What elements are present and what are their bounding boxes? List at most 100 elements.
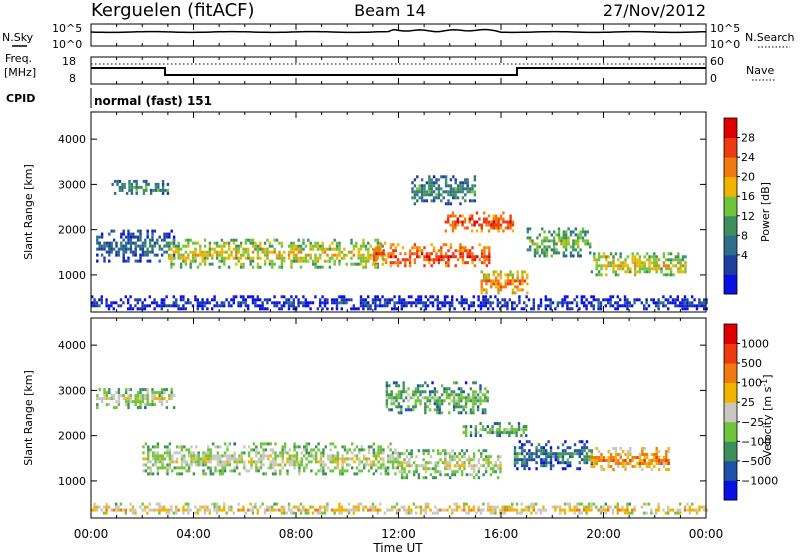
echo-cell xyxy=(633,273,637,277)
echo-cell xyxy=(565,233,568,237)
echo-cell xyxy=(157,182,160,186)
echo-cell xyxy=(533,452,536,456)
echo-cell xyxy=(335,256,339,260)
echo-cell xyxy=(466,181,469,185)
echo-cell xyxy=(688,505,691,509)
echo-cell xyxy=(148,502,151,506)
echo-cell xyxy=(129,397,133,401)
echo-cell xyxy=(153,301,156,305)
echo-cell xyxy=(576,452,579,456)
echo-cell xyxy=(93,508,96,512)
power-colorbar-tick: 16 xyxy=(741,190,755,203)
echo-cell xyxy=(516,452,519,456)
echo-cell xyxy=(411,181,414,185)
echo-cell xyxy=(614,459,618,462)
echo-cell xyxy=(364,247,368,251)
echo-cell xyxy=(633,267,637,271)
echo-cell xyxy=(545,464,548,468)
echo-cell xyxy=(684,270,687,274)
echo-cell xyxy=(215,304,219,308)
echo-cell xyxy=(203,253,207,257)
echo-cell xyxy=(585,440,589,444)
echo-cell xyxy=(315,451,318,455)
echo-cell xyxy=(375,255,378,259)
echo-cell xyxy=(151,445,155,449)
echo-cell xyxy=(141,250,145,254)
echo-cell xyxy=(110,394,113,398)
echo-cell xyxy=(143,304,147,308)
echo-cell xyxy=(525,425,528,429)
echo-cell xyxy=(151,472,155,476)
echo-cell xyxy=(251,259,255,263)
power-y-label: Slant Range [km] xyxy=(22,164,35,260)
echo-cell xyxy=(579,248,582,252)
echo-cell xyxy=(259,463,263,467)
echo-cell xyxy=(514,291,517,295)
echo-cell xyxy=(457,396,461,400)
echo-cell xyxy=(492,282,495,286)
echo-cell xyxy=(251,508,255,512)
echo-cell xyxy=(232,256,236,260)
echo-cell xyxy=(525,508,528,512)
echo-cell xyxy=(404,390,408,394)
echo-cell xyxy=(600,264,603,268)
echo-cell xyxy=(638,267,642,271)
echo-cell xyxy=(419,505,423,509)
echo-cell xyxy=(626,301,629,305)
echo-cell xyxy=(311,301,315,305)
echo-cell xyxy=(667,450,670,453)
echo-cell xyxy=(566,301,569,305)
echo-cell xyxy=(703,508,706,512)
echo-cell xyxy=(100,295,103,299)
echo-cell xyxy=(105,403,109,407)
echo-cell xyxy=(614,462,618,465)
echo-cell xyxy=(329,448,332,452)
echo-cell xyxy=(237,256,240,260)
echo-cell xyxy=(171,469,174,473)
echo-cell xyxy=(290,250,293,254)
echo-cell xyxy=(471,223,474,227)
echo-cell xyxy=(484,399,487,403)
echo-cell xyxy=(662,252,666,256)
echo-cell xyxy=(493,422,497,426)
echo-cell xyxy=(329,442,332,446)
echo-cell xyxy=(154,460,157,464)
echo-cell xyxy=(669,273,673,277)
echo-cell xyxy=(283,442,287,446)
echo-cell xyxy=(665,264,668,268)
echo-cell xyxy=(242,301,245,305)
echo-cell xyxy=(395,393,398,397)
echo-cell xyxy=(178,451,181,455)
echo-cell xyxy=(239,241,243,245)
echo-cell xyxy=(389,448,392,452)
echo-cell xyxy=(322,448,325,452)
echo-cell xyxy=(247,247,250,251)
echo-cell xyxy=(638,298,641,302)
echo-cell xyxy=(420,184,424,188)
echo-cell xyxy=(218,508,221,512)
echo-cell xyxy=(245,469,248,473)
echo-cell xyxy=(424,511,427,515)
echo-cell xyxy=(165,400,169,404)
echo-cell xyxy=(419,298,423,302)
echo-cell xyxy=(471,252,474,256)
echo-cell xyxy=(230,253,233,257)
echo-cell xyxy=(621,465,625,468)
echo-cell xyxy=(432,196,436,200)
echo-cell xyxy=(228,469,232,473)
echo-cell xyxy=(612,468,615,471)
echo-cell xyxy=(298,445,301,449)
echo-cell xyxy=(404,264,407,268)
echo-cell xyxy=(434,505,437,509)
echo-cell xyxy=(120,235,123,239)
echo-cell xyxy=(529,236,532,240)
echo-cell xyxy=(257,469,260,473)
echo-cell xyxy=(604,298,607,302)
echo-cell xyxy=(387,252,390,256)
echo-cell xyxy=(492,220,495,224)
echo-cell xyxy=(286,451,289,455)
y-tick-label: 3000 xyxy=(58,384,86,397)
echo-cell xyxy=(412,405,415,409)
echo-cell xyxy=(489,511,492,515)
echo-cell xyxy=(498,431,501,435)
